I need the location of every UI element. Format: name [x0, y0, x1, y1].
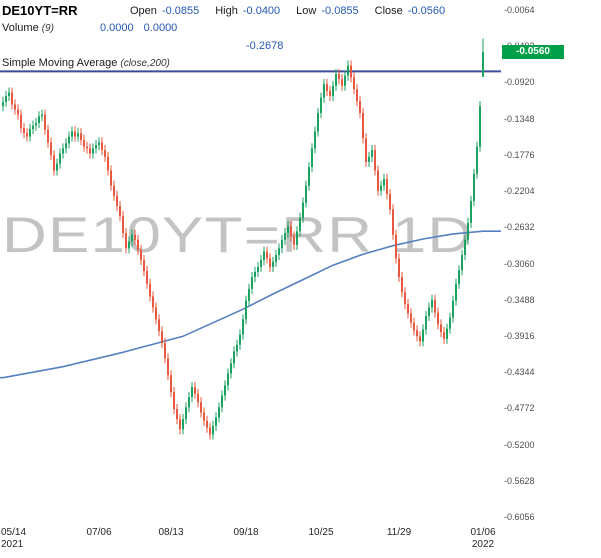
high-label: High [215, 5, 238, 17]
sma-value: -0.2678 [246, 40, 284, 52]
sma-param: (close,200) [120, 58, 170, 69]
close-value: -0.0560 [407, 5, 446, 17]
low-field: Low -0.0855 [296, 5, 359, 17]
sma200-line [0, 230, 501, 379]
volume-legend: Volume (9) [2, 22, 54, 34]
low-label: Low [296, 5, 317, 17]
open-field: Open -0.0855 [130, 5, 199, 17]
open-value: -0.0855 [161, 5, 200, 17]
volume-param: (9) [41, 23, 54, 34]
instrument-symbol: DE10YT=RR [2, 3, 78, 18]
ohlc-readout: Open -0.0855 High -0.0400 Low -0.0855 Close… [130, 5, 445, 17]
volume-value-2: 0.0000 [143, 22, 178, 34]
last-price-badge: -0.0560 [502, 44, 564, 59]
volume-values: 0.0000 0.0000 [100, 22, 177, 34]
close-field: Close -0.0560 [375, 5, 445, 17]
high-value: -0.0400 [242, 5, 281, 17]
low-value: -0.0855 [321, 5, 359, 17]
sma-legend: Simple Moving Average (close,200) [2, 57, 170, 69]
sma-label: Simple Moving Average [2, 57, 118, 69]
volume-label: Volume [2, 22, 39, 34]
high-field: High -0.0400 [215, 5, 280, 17]
volume-value-1: 0.0000 [100, 22, 134, 34]
close-label: Close [374, 5, 403, 17]
open-label: Open [130, 5, 157, 17]
